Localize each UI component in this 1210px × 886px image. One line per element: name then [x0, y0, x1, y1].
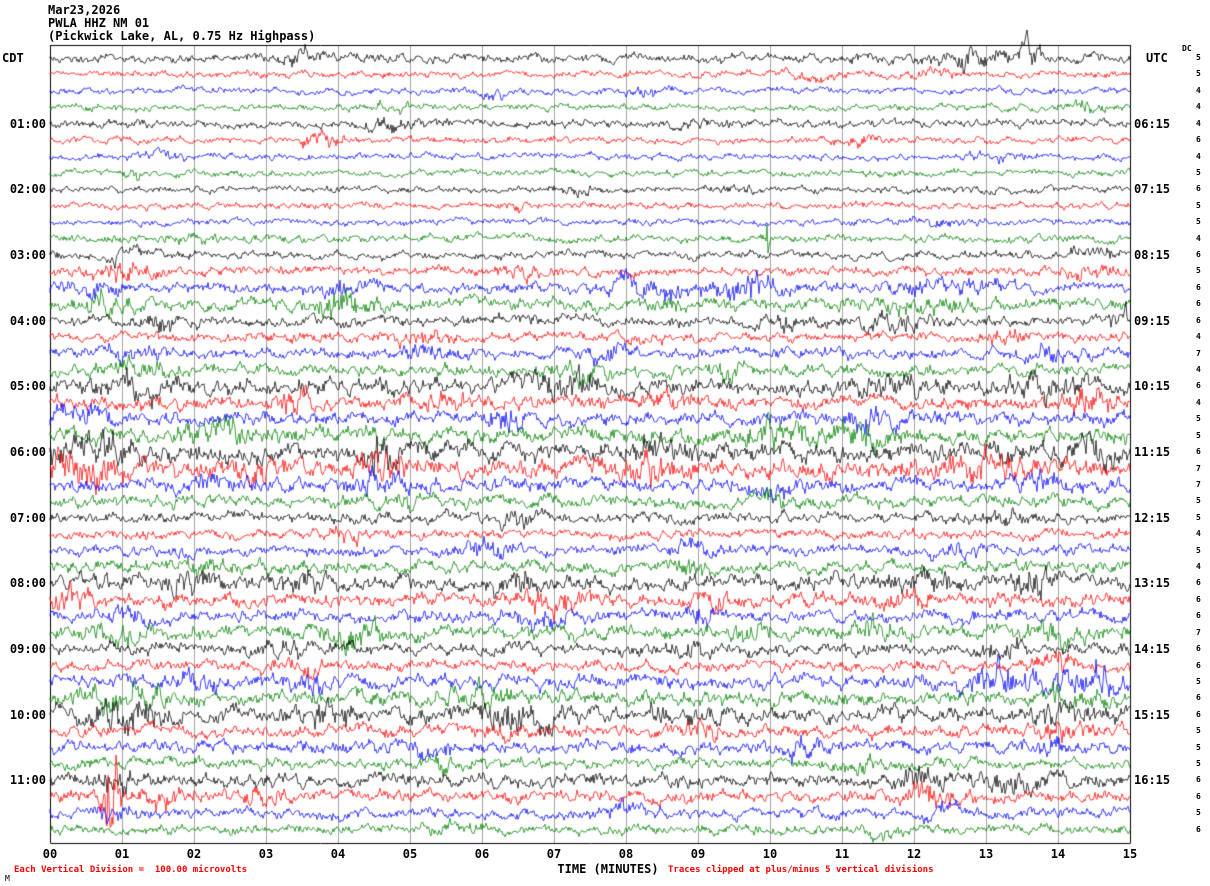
x-axis-tick-label: 08: [618, 847, 634, 861]
header-station-code: PWLA HHZ NM 01: [48, 16, 150, 30]
trace-scale-digit: 6: [1196, 282, 1201, 292]
trace-scale-digit: 6: [1196, 184, 1201, 194]
trace-scale-digit: 6: [1196, 775, 1201, 785]
hour-label-cdt: 03:00: [9, 248, 46, 263]
trace-scale-digit: 5: [1196, 512, 1201, 522]
trace-scale-digit: 4: [1196, 102, 1201, 112]
hour-label-utc: 16:15: [1134, 773, 1171, 788]
trace-scale-digit: 5: [1196, 167, 1201, 177]
trace-scale-digit: 4: [1196, 529, 1201, 539]
x-axis-title: TIME (MINUTES): [557, 862, 659, 876]
trace-scale-digit: 5: [1196, 266, 1201, 276]
timezone-label-right: UTC: [1146, 51, 1168, 65]
x-axis-tick-label: 15: [1122, 847, 1138, 861]
hour-label-cdt: 08:00: [9, 576, 46, 591]
trace-scale-digit: 6: [1196, 315, 1201, 325]
hour-label-utc: 09:15: [1134, 313, 1171, 328]
hour-label-cdt: 05:00: [9, 379, 46, 394]
vertical-division-note: Each Vertical Division = 100.00 microvol…: [14, 865, 247, 875]
trace-scale-digit: 6: [1196, 578, 1201, 588]
x-axis-tick-label: 03: [258, 847, 274, 861]
trace-scale-digit: 5: [1196, 69, 1201, 79]
trace-scale-digit: 4: [1196, 233, 1201, 243]
x-axis-tick-label: 00: [42, 847, 58, 861]
trace-scale-digit: 6: [1196, 381, 1201, 391]
hour-label-cdt: 04:00: [9, 313, 46, 328]
hour-label-cdt: 07:00: [9, 510, 46, 525]
trace-scale-digit: 5: [1196, 676, 1201, 686]
hour-label-utc: 11:15: [1134, 445, 1171, 460]
trace-scale-digit: 4: [1196, 151, 1201, 161]
trace-scale-digit: 6: [1196, 660, 1201, 670]
trace-scale-digit: 5: [1196, 414, 1201, 424]
hour-label-utc: 06:15: [1134, 116, 1171, 131]
trace-scale-digit: 5: [1196, 217, 1201, 227]
trace-scale-digit: 7: [1196, 348, 1201, 358]
trace-scale-digit: 6: [1196, 709, 1201, 719]
clipping-note: Traces clipped at plus/minus 5 vertical …: [668, 865, 934, 875]
trace-scale-digit: 5: [1196, 742, 1201, 752]
trace-scale-digit: 6: [1196, 594, 1201, 604]
x-axis-tick-label: 13: [978, 847, 994, 861]
header-station-subtitle: (Pickwick Lake, AL, 0.75 Hz Highpass): [48, 29, 316, 43]
hour-label-utc: 13:15: [1134, 576, 1171, 591]
hour-label-utc: 08:15: [1134, 248, 1171, 263]
hour-label-cdt: 11:00: [9, 773, 46, 788]
corner-mark: M: [5, 874, 10, 883]
trace-scale-digit: 6: [1196, 299, 1201, 309]
hour-label-utc: 10:15: [1134, 379, 1171, 394]
x-axis-tick-label: 04: [330, 847, 346, 861]
x-axis-tick-label: 12: [906, 847, 922, 861]
x-axis-tick-label: 14: [1050, 847, 1066, 861]
trace-scale-digit: 7: [1196, 463, 1201, 473]
trace-scale-digit: 4: [1196, 397, 1201, 407]
trace-scale-digit: 5: [1196, 808, 1201, 818]
trace-scale-digit: 5: [1196, 496, 1201, 506]
x-axis-tick-label: 06: [474, 847, 490, 861]
trace-scale-digit: 6: [1196, 611, 1201, 621]
x-axis-tick-label: 05: [402, 847, 418, 861]
dc-label: DC: [1182, 44, 1192, 53]
trace-scale-digit: 6: [1196, 447, 1201, 457]
trace-scale-digit: 4: [1196, 332, 1201, 342]
x-axis-tick-label: 01: [114, 847, 130, 861]
trace-scale-digit: 6: [1196, 791, 1201, 801]
trace-scale-digit: 6: [1196, 250, 1201, 260]
x-axis-tick-label: 11: [834, 847, 850, 861]
trace-scale-digit: 5: [1196, 759, 1201, 769]
trace-scale-digit: 5: [1196, 53, 1201, 62]
trace-scale-digit: 5: [1196, 430, 1201, 440]
hour-label-utc: 15:15: [1134, 707, 1171, 722]
trace-scale-digit: 5: [1196, 545, 1201, 555]
x-axis-tick-label: 02: [186, 847, 202, 861]
hour-label-utc: 12:15: [1134, 510, 1171, 525]
hour-label-cdt: 09:00: [9, 642, 46, 657]
hour-label-utc: 14:15: [1134, 642, 1171, 657]
trace-scale-digit: 5: [1196, 200, 1201, 210]
trace-scale-digit: 6: [1196, 644, 1201, 654]
x-axis-tick-label: 10: [762, 847, 778, 861]
trace-scale-digit: 7: [1196, 479, 1201, 489]
trace-scale-digit: 6: [1196, 693, 1201, 703]
header-date: Mar23,2026: [48, 3, 121, 17]
hour-label-cdt: 06:00: [9, 445, 46, 460]
trace-scale-digit: 6: [1196, 135, 1201, 145]
trace-scale-digit: 4: [1196, 562, 1201, 572]
trace-scale-digit: 4: [1196, 85, 1201, 95]
trace-scale-digit: 4: [1196, 118, 1201, 128]
x-axis-tick-label: 07: [546, 847, 562, 861]
hour-label-cdt: 01:00: [9, 116, 46, 131]
trace-scale-digit: 7: [1196, 627, 1201, 637]
hour-label-cdt: 10:00: [9, 707, 46, 722]
x-axis-tick-label: 09: [690, 847, 706, 861]
trace-scale-digit: 5: [1196, 726, 1201, 736]
timezone-label-left: CDT: [2, 51, 24, 65]
hour-label-utc: 07:15: [1134, 182, 1171, 197]
hour-label-cdt: 02:00: [9, 182, 46, 197]
trace-scale-digit: 6: [1196, 824, 1201, 834]
trace-scale-digit: 4: [1196, 364, 1201, 374]
